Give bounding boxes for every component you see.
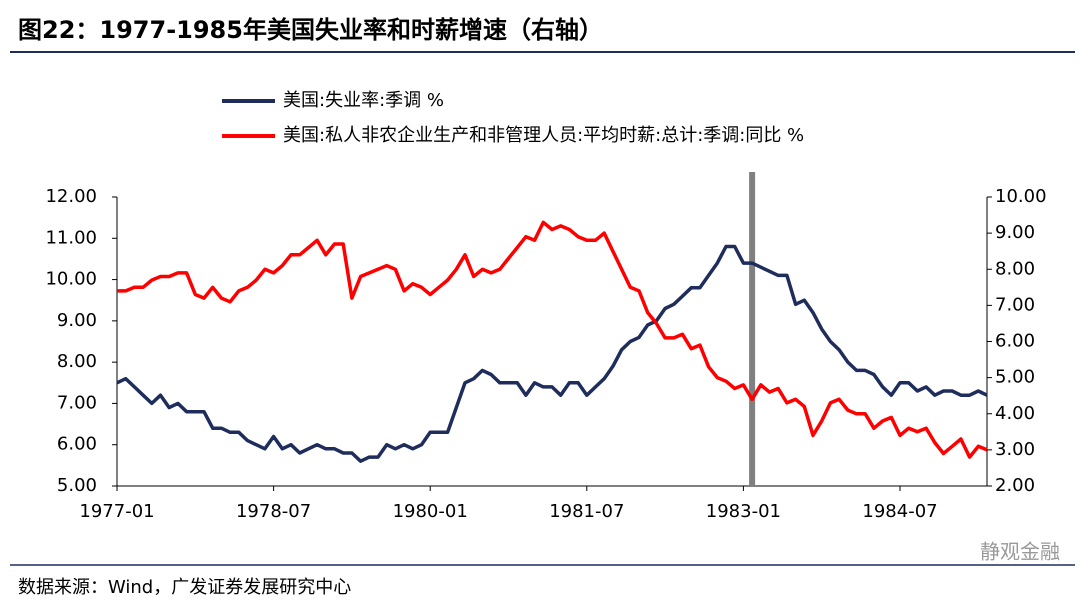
y2-tick-label: 9.00 bbox=[995, 222, 1035, 243]
y-tick-label: 9.00 bbox=[57, 310, 97, 331]
y-tick-label: 12.00 bbox=[45, 186, 97, 207]
series-line bbox=[116, 244, 988, 463]
y-tick-label: 6.00 bbox=[57, 434, 97, 455]
y2-tick-label: 7.00 bbox=[995, 294, 1035, 315]
watermark: 静观金融 bbox=[980, 540, 1060, 564]
legend-label: 美国:私人非农企业生产和非管理人员:平均时薪:总计:季调:同比 % bbox=[283, 125, 804, 146]
y2-tick-label: 2.00 bbox=[995, 475, 1035, 496]
y-tick-label: 8.00 bbox=[57, 351, 97, 372]
y2-tick-label: 3.00 bbox=[995, 439, 1035, 460]
y2-tick-label: 8.00 bbox=[995, 258, 1035, 279]
y2-tick-label: 10.00 bbox=[995, 186, 1047, 207]
legend-label: 美国:失业率:季调 % bbox=[283, 90, 444, 111]
y2-tick-label: 5.00 bbox=[995, 367, 1035, 388]
y-tick-label: 7.00 bbox=[57, 392, 97, 413]
y-tick-label: 10.00 bbox=[45, 269, 97, 290]
series-line bbox=[117, 220, 988, 459]
x-tick-label: 1984-07 bbox=[862, 501, 937, 522]
y2-tick-label: 4.00 bbox=[995, 403, 1035, 424]
x-tick-label: 1981-07 bbox=[549, 501, 624, 522]
y-tick-label: 11.00 bbox=[45, 227, 97, 248]
x-tick-label: 1980-01 bbox=[393, 501, 468, 522]
source-note: 数据来源：Wind，广发证券发展研究中心 bbox=[18, 577, 351, 598]
chart-title: 图22：1977-1985年美国失业率和时薪增速（右轴） bbox=[18, 16, 603, 44]
x-tick-label: 1977-01 bbox=[79, 501, 154, 522]
x-tick-label: 1983-01 bbox=[706, 501, 781, 522]
y-tick-label: 5.00 bbox=[57, 475, 97, 496]
y2-tick-label: 6.00 bbox=[995, 331, 1035, 352]
x-tick-label: 1978-07 bbox=[236, 501, 311, 522]
